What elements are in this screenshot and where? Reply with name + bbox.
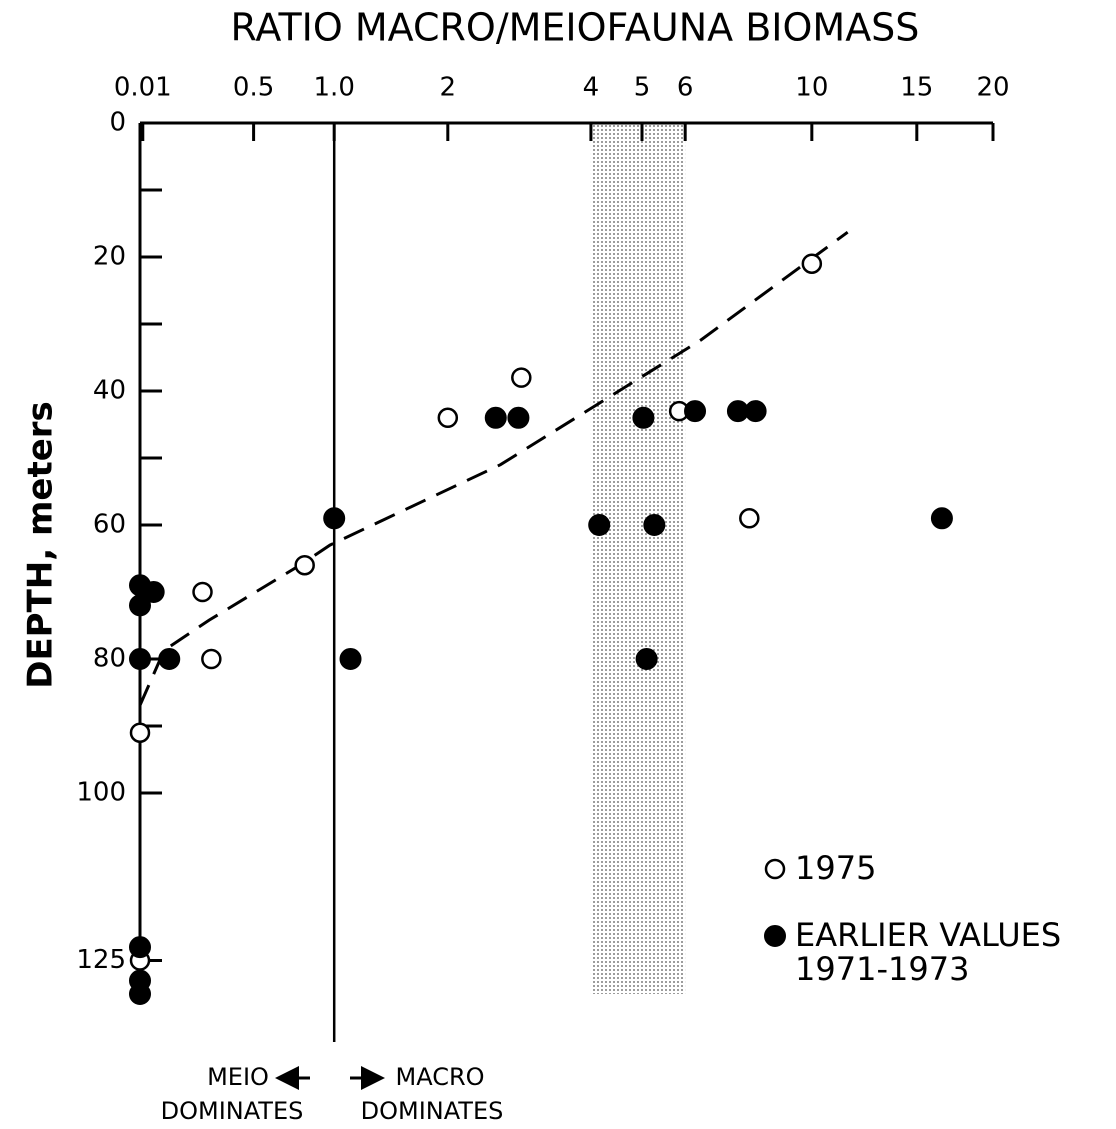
point bbox=[632, 406, 655, 429]
x-tick-label: 0.5 bbox=[233, 73, 274, 103]
point bbox=[507, 406, 530, 429]
x-tick-label: 20 bbox=[976, 73, 1009, 103]
y-tick-label: 60 bbox=[93, 510, 126, 540]
point bbox=[129, 594, 151, 617]
point bbox=[294, 554, 315, 576]
legend-label: EARLIER VALUES 1971-1973 bbox=[795, 916, 1062, 988]
x-tick-label: 0.01 bbox=[114, 73, 172, 103]
x-tick-label: 1.0 bbox=[314, 73, 355, 103]
y-tick-label: 0 bbox=[109, 108, 126, 138]
annotation: MACRO bbox=[395, 1063, 484, 1091]
point bbox=[142, 581, 165, 603]
annotation: DOMINATES bbox=[161, 1097, 304, 1125]
x-tick-label: 4 bbox=[583, 73, 600, 103]
point bbox=[511, 367, 532, 388]
legend-marker bbox=[764, 925, 786, 947]
x-tick-label: 15 bbox=[900, 73, 933, 103]
point bbox=[437, 407, 459, 429]
point bbox=[744, 400, 767, 423]
point bbox=[201, 648, 222, 670]
point bbox=[684, 400, 707, 423]
point bbox=[643, 514, 666, 536]
x-tick-label: 6 bbox=[677, 73, 694, 103]
chart-title: RATIO MACRO/MEIOFAUNA BIOMASS bbox=[231, 6, 920, 50]
x-tick-label: 10 bbox=[795, 73, 828, 103]
y-tick-label: 40 bbox=[93, 376, 126, 406]
point bbox=[635, 648, 658, 670]
point bbox=[158, 648, 181, 670]
point bbox=[484, 406, 507, 429]
y-tick-label: 20 bbox=[93, 242, 126, 272]
point bbox=[323, 507, 346, 530]
point bbox=[739, 508, 760, 529]
point bbox=[801, 253, 823, 274]
point bbox=[129, 722, 151, 743]
point bbox=[129, 983, 151, 1005]
legend-marker bbox=[764, 858, 786, 880]
x-tick-label: 2 bbox=[440, 73, 457, 103]
y-tick-label: 125 bbox=[76, 945, 126, 975]
point bbox=[588, 514, 611, 536]
legend-label: 1975 bbox=[795, 849, 877, 887]
shaded-band bbox=[590, 123, 686, 994]
annotation: DOMINATES bbox=[361, 1097, 504, 1125]
point bbox=[129, 648, 151, 670]
point bbox=[129, 936, 151, 959]
trend-line bbox=[138, 231, 849, 706]
y-tick-label: 100 bbox=[76, 778, 126, 808]
x-tick-label: 5 bbox=[634, 73, 651, 103]
point bbox=[339, 648, 362, 670]
y-tick-label: 80 bbox=[93, 644, 126, 674]
point bbox=[192, 581, 213, 603]
point bbox=[930, 507, 953, 530]
annotation: MEIO bbox=[207, 1063, 269, 1091]
y-axis-label: DEPTH, meters bbox=[21, 401, 61, 689]
